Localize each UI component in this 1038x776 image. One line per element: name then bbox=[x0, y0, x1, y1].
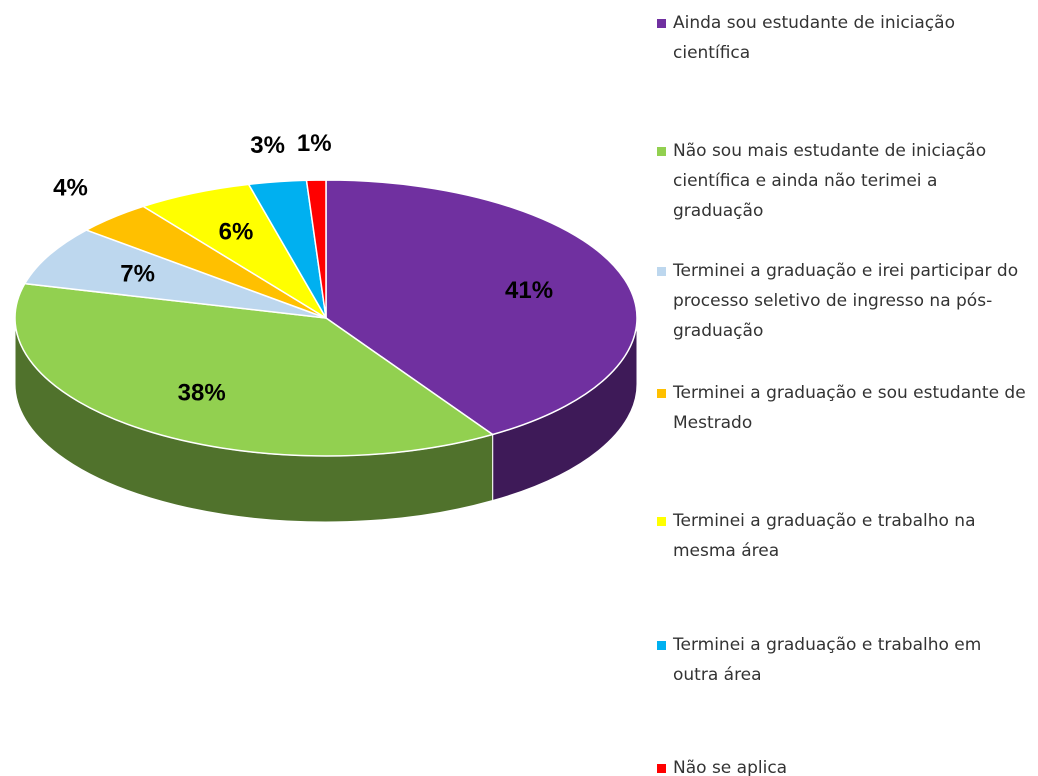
data-label: 3% bbox=[250, 132, 285, 159]
data-label: 7% bbox=[120, 261, 155, 288]
legend-swatch bbox=[657, 19, 666, 28]
legend-label: Terminei a graduação e trabalho em outra… bbox=[673, 635, 982, 685]
legend-swatch bbox=[657, 389, 666, 398]
legend-swatch bbox=[657, 267, 666, 276]
legend-label: Ainda sou estudante de iniciação científ… bbox=[673, 13, 955, 63]
legend-item: Terminei a graduação e trabalho na mesma… bbox=[657, 506, 1027, 566]
legend-item: Não sou mais estudante de iniciação cien… bbox=[657, 136, 1027, 226]
slice bbox=[14, 282, 495, 457]
legend-label: Terminei a graduação e irei participar d… bbox=[673, 261, 1019, 341]
legend-label: Não sou mais estudante de iniciação cien… bbox=[673, 141, 987, 221]
data-label: 1% bbox=[297, 130, 332, 157]
legend-item: Ainda sou estudante de iniciação científ… bbox=[657, 8, 1027, 68]
legend-swatch bbox=[657, 517, 666, 526]
slice bbox=[23, 229, 327, 319]
data-label: 41% bbox=[505, 277, 553, 304]
legend-item: Não se aplica bbox=[657, 753, 1027, 776]
legend-item: Terminei a graduação e sou estudante de … bbox=[657, 378, 1027, 438]
data-label: 6% bbox=[219, 218, 254, 245]
legend-item: Terminei a graduação e trabalho em outra… bbox=[657, 630, 1027, 690]
legend-swatch bbox=[657, 641, 666, 650]
legend-item: Terminei a graduação e irei participar d… bbox=[657, 256, 1027, 346]
legend-swatch bbox=[657, 147, 666, 156]
legend-label: Terminei a graduação e sou estudante de … bbox=[673, 383, 1026, 433]
legend-swatch bbox=[657, 764, 666, 773]
pie-area: 41% 38% 7% 4% 6% 3% 1% bbox=[14, 130, 638, 523]
legend-label: Não se aplica bbox=[673, 758, 788, 776]
data-label: 38% bbox=[178, 379, 226, 406]
slice bbox=[325, 179, 638, 436]
data-label: 4% bbox=[53, 175, 88, 202]
slice bbox=[305, 179, 327, 319]
legend-label: Terminei a graduação e trabalho na mesma… bbox=[673, 511, 976, 561]
